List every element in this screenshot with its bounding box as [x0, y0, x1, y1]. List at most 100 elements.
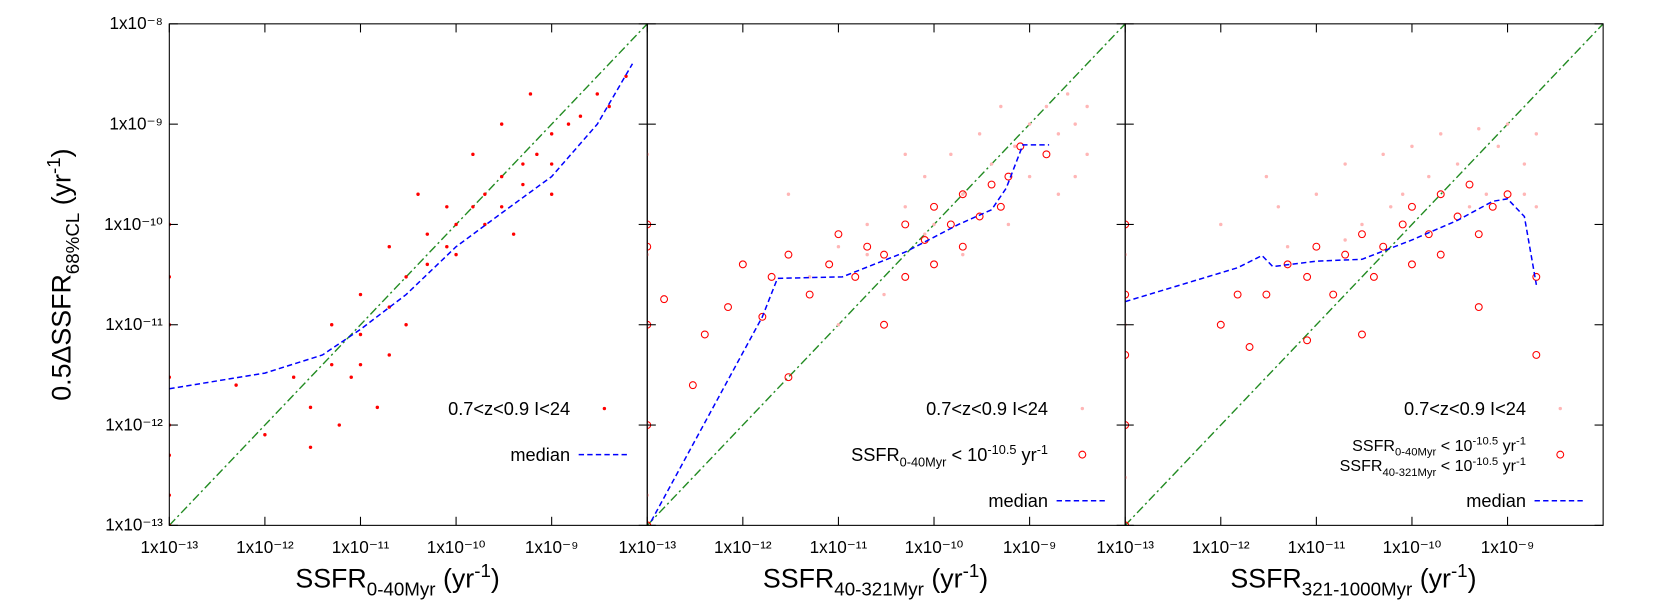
point [416, 192, 420, 196]
circle-point [784, 373, 793, 382]
circle-point [660, 295, 669, 304]
circle-point [1216, 320, 1225, 329]
point [445, 244, 449, 249]
x-axis-label: SSFR0-40Myr (yr-1) [295, 560, 499, 600]
legend-label-part: SSFR [1352, 437, 1395, 455]
point [263, 433, 267, 437]
legend-label-part: SSFR [851, 445, 900, 465]
identity-line [169, 23, 648, 526]
x-tick-label: 1x10⁻¹¹ [332, 537, 390, 557]
point [1400, 192, 1405, 196]
point [521, 182, 525, 187]
legend-label: 0.7<z<0.9 I<24 [448, 399, 570, 419]
point [949, 152, 953, 157]
x-axis-label-part: 40-321Myr [834, 579, 924, 600]
circle-point [784, 250, 793, 259]
legend-label-part: < 10 [1436, 437, 1472, 455]
point [1496, 144, 1500, 149]
circle-point [930, 260, 938, 269]
point [1467, 205, 1472, 209]
circle-point [958, 242, 967, 251]
point [337, 423, 341, 427]
point [1085, 104, 1089, 109]
y-axis-label-part: 0.5ΔSSFR [47, 274, 77, 401]
legend-label-part: -1 [1516, 435, 1526, 447]
circle-point [1358, 330, 1366, 339]
circle-point [1329, 290, 1338, 299]
point [1006, 222, 1011, 227]
point [1013, 144, 1017, 149]
x-tick-label: 1x10⁻⁹ [1481, 537, 1535, 557]
circle-point [1312, 242, 1321, 251]
circle-point [1004, 172, 1013, 181]
y-axis-label-part: 68%CL [62, 213, 83, 275]
point [1056, 192, 1061, 196]
y-tick-label: 1x10⁻⁸ [109, 13, 162, 33]
identity-line [647, 23, 1126, 526]
point [291, 375, 296, 379]
x-tick-label: 1x10⁻¹¹ [1288, 537, 1346, 557]
point [903, 152, 907, 157]
point [425, 262, 430, 267]
circle-point [700, 330, 709, 339]
circle-point [1474, 230, 1483, 239]
circle-point [946, 220, 955, 229]
point [358, 332, 363, 337]
circle-point [758, 312, 767, 321]
circle-point [880, 320, 889, 329]
point [836, 244, 841, 249]
y-tick-label: 1x10⁻¹⁰ [104, 214, 163, 234]
point [404, 275, 408, 279]
point [499, 122, 504, 126]
point [865, 222, 869, 227]
point [521, 162, 525, 166]
circle-point [1245, 343, 1254, 351]
point [349, 375, 353, 379]
identity-line [1125, 23, 1604, 526]
circle-point [1016, 142, 1025, 151]
point [1314, 192, 1319, 196]
legend-marker [1556, 450, 1565, 459]
circle-point [1379, 242, 1388, 251]
point [786, 192, 791, 196]
point [1410, 144, 1414, 149]
point [358, 362, 363, 367]
x-axis-label-part: (yr [924, 564, 963, 594]
point [1505, 122, 1510, 126]
point [836, 323, 841, 327]
y-axis-label: 0.5ΔSSFR68%CL (yr-1) [43, 148, 83, 400]
point [595, 92, 599, 96]
point [1264, 174, 1269, 179]
x-tick-label: 1x10⁻¹⁰ [905, 537, 964, 557]
circle-point [930, 202, 938, 211]
median-line [1125, 198, 1538, 303]
point [1381, 152, 1385, 157]
legend-label: SSFR0-40Myr < 10-10.5 yr-1 [1352, 435, 1526, 458]
point [1027, 174, 1032, 179]
legend-marker [1078, 450, 1087, 459]
legend-label: 0.7<z<0.9 I<24 [1404, 399, 1526, 419]
circle-point [880, 250, 889, 259]
circle-point [1407, 202, 1416, 211]
x-axis-label-part: ) [491, 564, 500, 594]
legend-label-part: -10.5 [987, 442, 1016, 457]
point [989, 162, 994, 166]
point [499, 174, 504, 179]
legend-label-part: -10.5 [1472, 456, 1498, 468]
legend-marker [1558, 406, 1562, 411]
point [1522, 192, 1527, 196]
legend-label-part: yr [1016, 445, 1036, 465]
legend-label: SSFR0-40Myr < 10-10.5 yr-1 [851, 442, 1048, 470]
circle-point [1407, 260, 1416, 269]
legend-label-part: < 10 [946, 445, 987, 465]
point [1534, 205, 1539, 209]
point [1427, 174, 1431, 179]
point [1522, 162, 1527, 166]
circle-point [825, 260, 834, 269]
x-tick-label: 1x10⁻¹³ [141, 537, 199, 557]
point [549, 162, 554, 166]
point [1360, 222, 1364, 227]
point [1285, 244, 1290, 249]
y-axis-label-part: ) [47, 148, 77, 157]
